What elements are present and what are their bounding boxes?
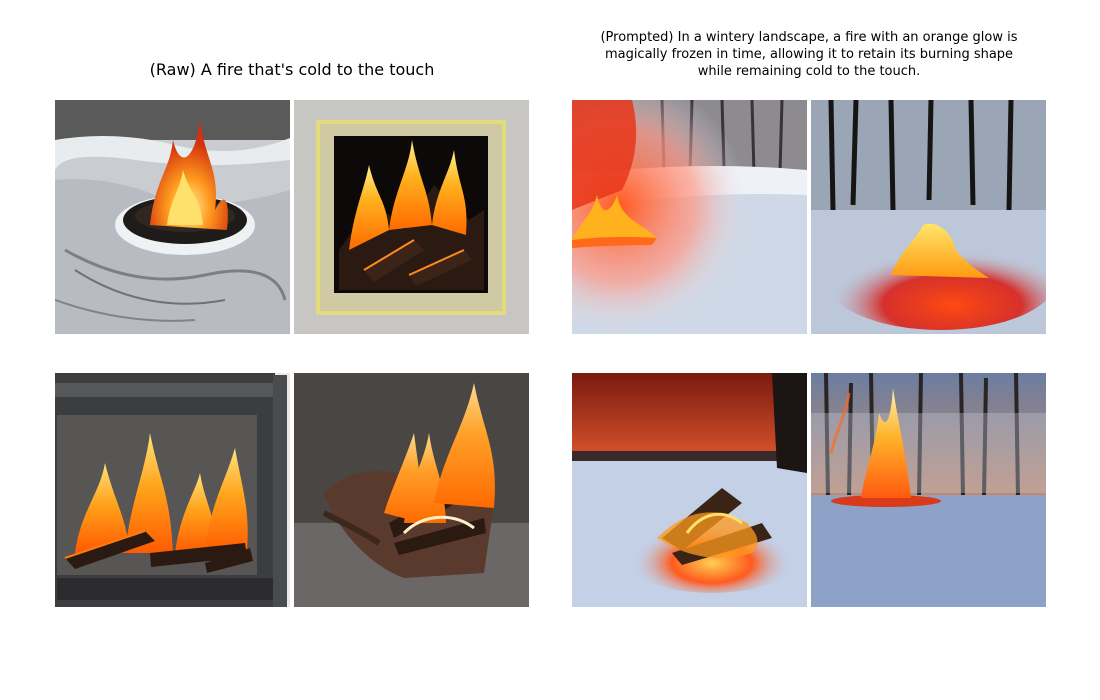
raw-image-fireplace bbox=[55, 373, 290, 607]
prompted-title-line-2: magically frozen in time, allowing it to… bbox=[604, 46, 1014, 62]
prompted-title-line-1: (Prompted) In a wintery landscape, a fir… bbox=[600, 30, 1018, 45]
raw-image-fire-in-hand bbox=[294, 373, 529, 607]
raw-column-title: (Raw) A fire that's cold to the touch bbox=[149, 60, 435, 79]
prompted-image-tall-fire-in-winter-forest bbox=[811, 373, 1046, 607]
prompted-title-line-3: while remaining cold to the touch. bbox=[697, 63, 921, 79]
prompted-column-title: (Prompted) In a wintery landscape, a fir… bbox=[572, 30, 1046, 81]
raw-image-fire-pit-in-snow bbox=[55, 100, 290, 334]
prompted-image-molten-glow-in-forest bbox=[811, 100, 1046, 334]
prompted-image-log-fire-at-sunset bbox=[572, 373, 807, 607]
raw-image-framed-fire-painting bbox=[294, 100, 529, 334]
prompted-image-fire-on-snowy-path bbox=[572, 100, 807, 334]
